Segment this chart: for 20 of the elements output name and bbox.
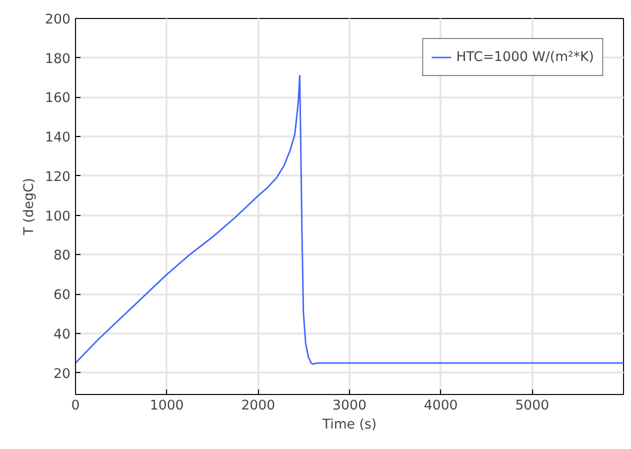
x-tick-label: 4000	[424, 398, 458, 414]
y-tick-label: 140	[45, 130, 71, 146]
y-tick-label: 80	[54, 248, 71, 264]
x-axis-title: Time (s)	[321, 418, 377, 432]
y-tick-label: 60	[54, 288, 71, 304]
y-tick-label: 100	[45, 209, 71, 224]
legend-label: HTC=1000 W/(m²*K)	[456, 50, 594, 64]
y-tick-label: 120	[45, 170, 71, 185]
y-tick-label: 40	[54, 327, 71, 342]
y-tick-label: 20	[54, 366, 71, 382]
x-tick-label: 2000	[241, 398, 276, 414]
y-tick-label: 160	[45, 91, 71, 106]
y-tick-label: 180	[45, 52, 71, 67]
y-tick-label: 200	[45, 12, 71, 28]
x-tick-label: 5000	[515, 398, 550, 414]
y-axis-title: T (degC)	[22, 178, 38, 236]
x-tick-label: 1000	[150, 398, 184, 414]
x-tick-label: 0	[71, 398, 80, 414]
x-tick-label: 3000	[332, 398, 366, 414]
line-series	[76, 74, 624, 365]
